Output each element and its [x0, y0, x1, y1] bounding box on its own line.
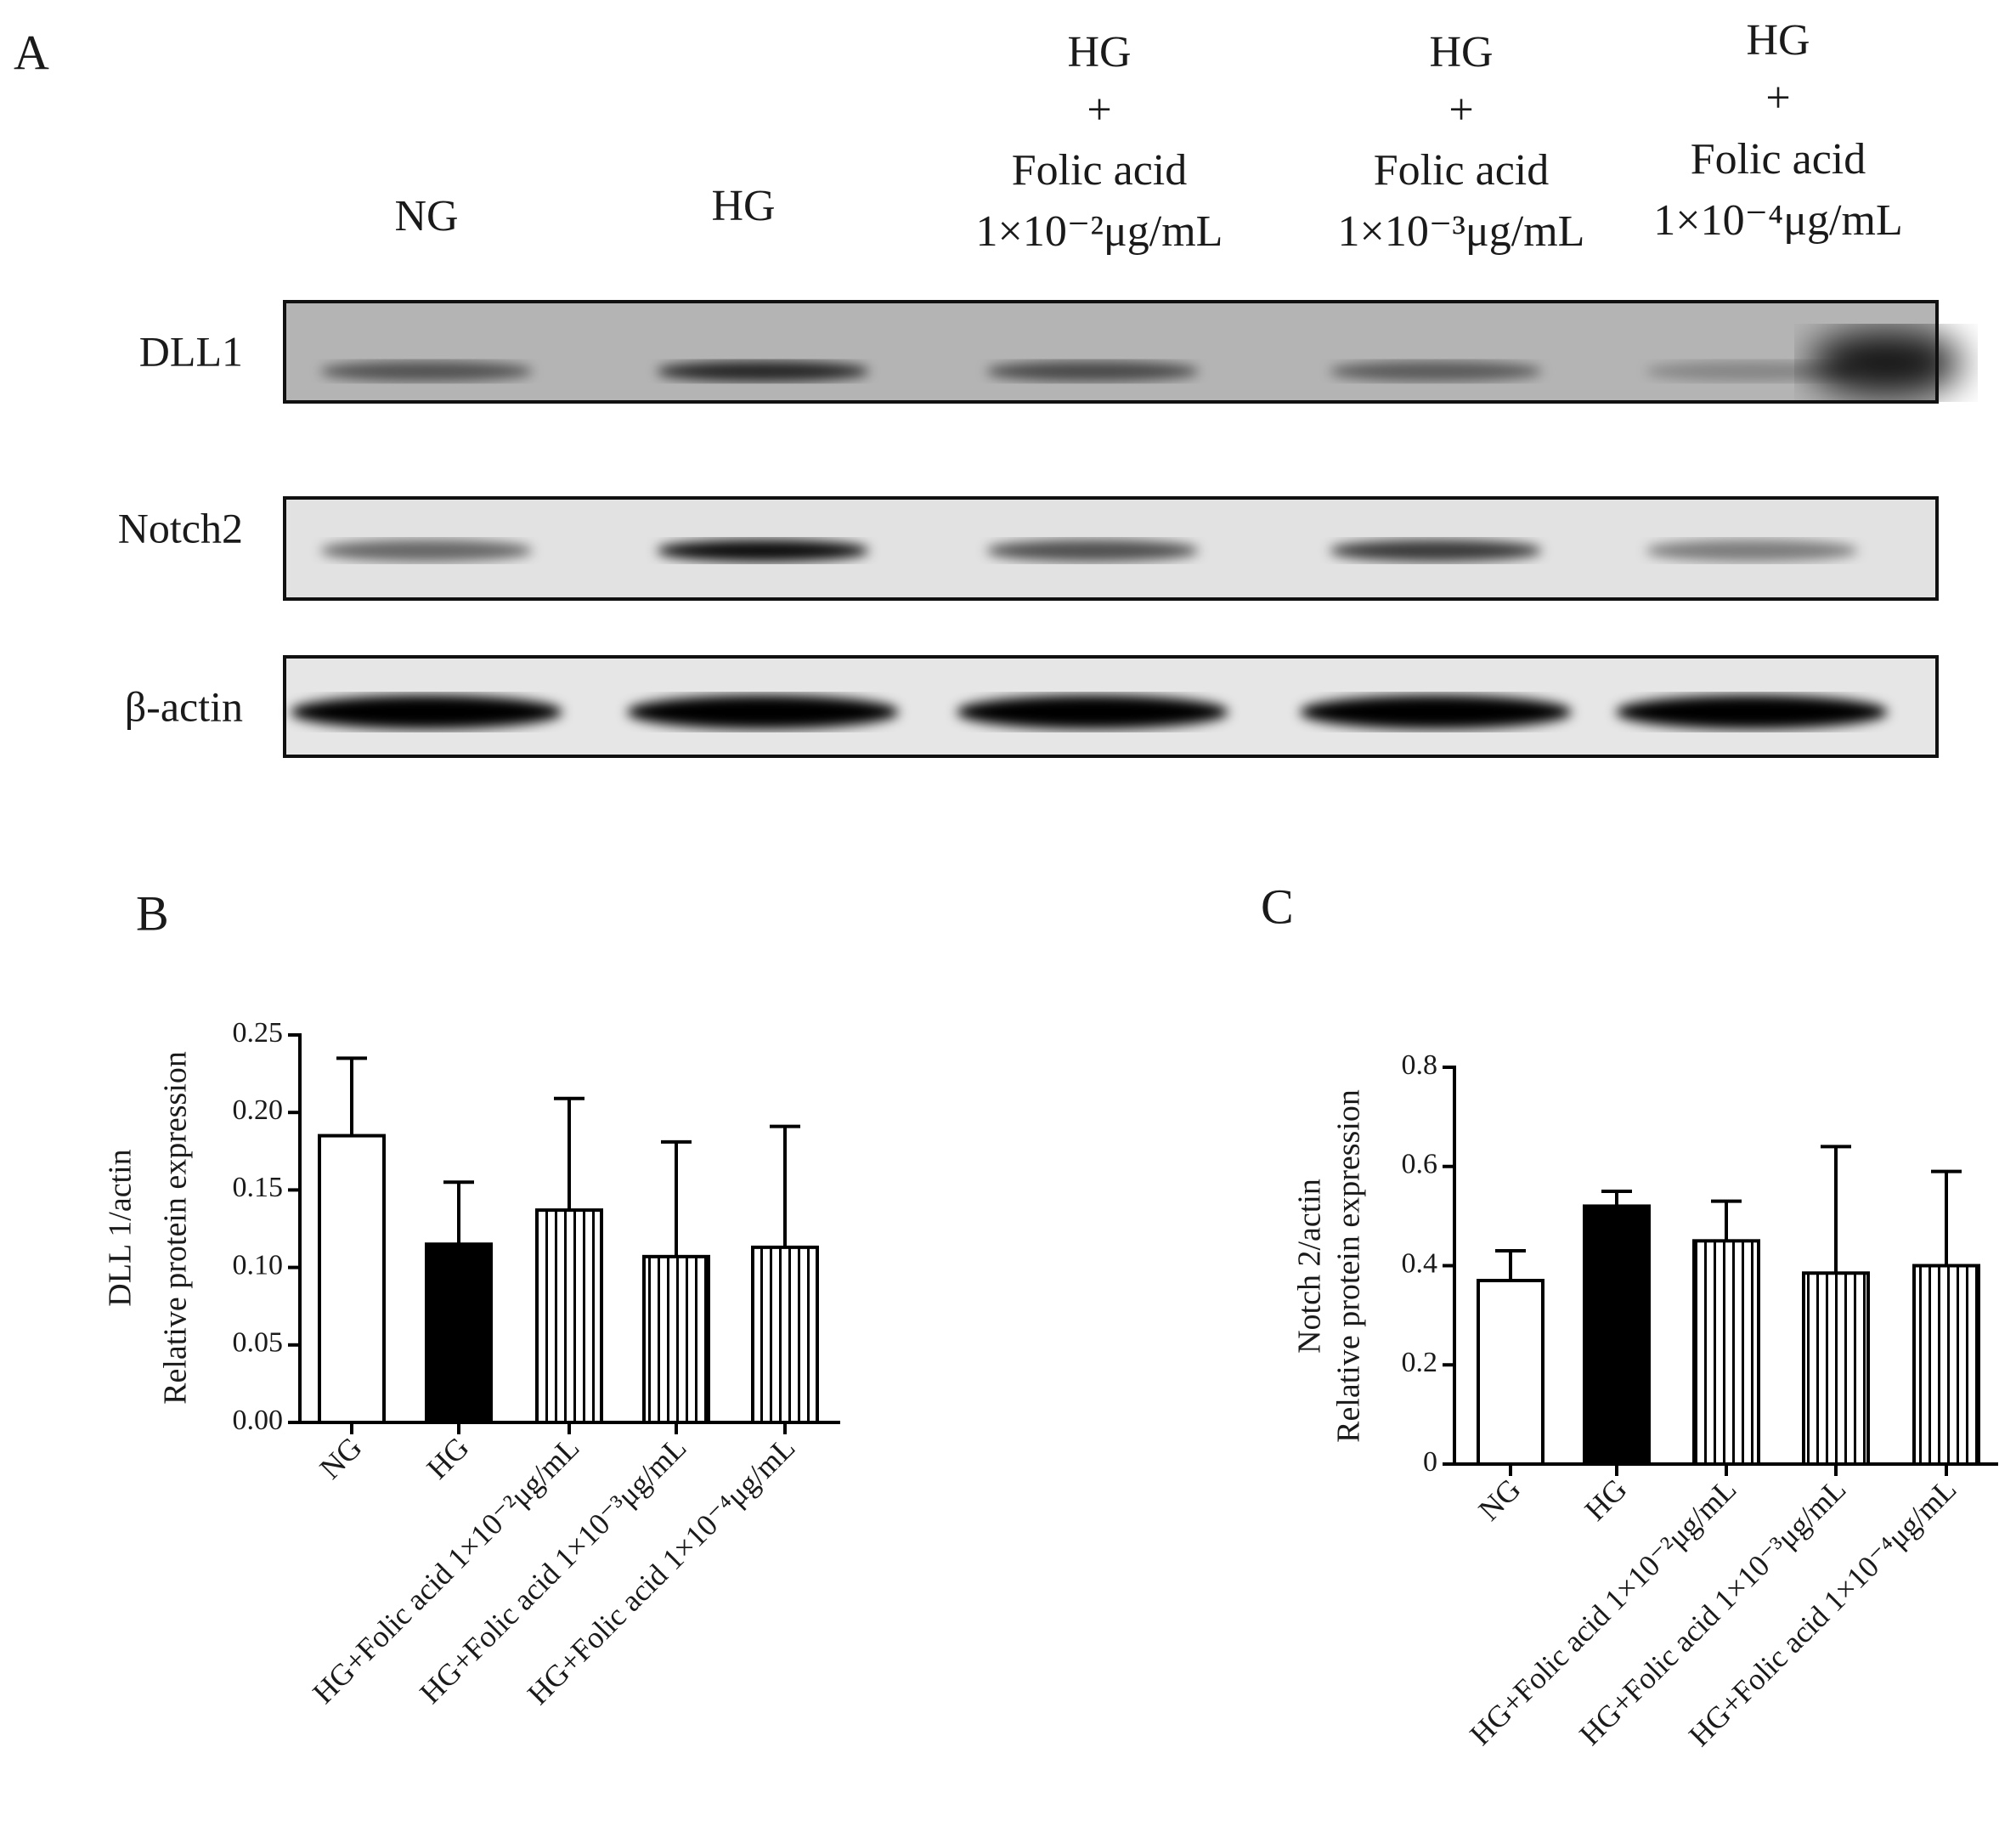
y-tick-label: 0.00	[233, 1405, 284, 1436]
bar	[1692, 1239, 1760, 1466]
y-tick-label: 0.8	[1402, 1049, 1438, 1081]
x-tick-label: HG	[1578, 1472, 1633, 1527]
blot-bands	[320, 540, 1858, 562]
y-axis-label: Relative protein expression	[158, 1051, 194, 1405]
lane-label: HG	[1429, 28, 1493, 76]
y-tick-label: 0.6	[1402, 1149, 1438, 1180]
band	[1646, 361, 1858, 382]
y-axis-label: DLL 1/actin	[103, 1149, 138, 1306]
band	[320, 361, 533, 382]
row-label: DLL1	[139, 327, 243, 375]
x-tick-label: NG	[1471, 1472, 1527, 1527]
lane-label: HG	[1067, 28, 1131, 76]
row-label: Notch2	[118, 504, 243, 551]
lane-label: +	[1765, 74, 1790, 122]
band	[291, 695, 562, 729]
y-tick-label: 0.15	[233, 1172, 284, 1203]
band	[1616, 695, 1888, 729]
lane-label: +	[1087, 86, 1111, 134]
blot-frame	[283, 655, 1939, 758]
band	[657, 361, 869, 382]
bar	[751, 1245, 819, 1424]
panel-label: A	[14, 25, 49, 80]
lane-label: HG	[711, 182, 775, 230]
band	[986, 540, 1199, 562]
band	[957, 695, 1228, 729]
x-tick-label: HG	[420, 1430, 475, 1485]
bar	[642, 1254, 710, 1425]
blot-smear	[1810, 331, 1962, 395]
lane-label: 1×10⁻³μg/mL	[1338, 207, 1585, 256]
band	[1330, 361, 1542, 382]
lane-label: Folic acid	[1374, 146, 1550, 195]
y-tick-label: 0.2	[1402, 1347, 1438, 1378]
bar	[1583, 1204, 1651, 1466]
bar	[425, 1242, 493, 1424]
band	[986, 361, 1199, 382]
bar	[318, 1134, 386, 1425]
y-axis-label: Relative protein expression	[1331, 1089, 1367, 1443]
blot-frame	[283, 300, 1939, 404]
panel-label: B	[136, 885, 169, 941]
lane-label: +	[1448, 86, 1473, 134]
bar	[1912, 1264, 1980, 1466]
y-axis-label: Notch 2/actin	[1292, 1179, 1328, 1354]
band	[657, 540, 869, 562]
band	[627, 695, 899, 729]
lane-label: Folic acid	[1012, 146, 1188, 195]
band	[320, 540, 533, 562]
bar	[1802, 1271, 1870, 1466]
blot-bands	[320, 361, 1858, 382]
lane-label: 1×10⁻²μg/mL	[976, 207, 1223, 256]
bar	[535, 1208, 603, 1425]
lane-label: NG	[394, 192, 458, 240]
x-tick-label: NG	[313, 1430, 368, 1485]
lane-label: 1×10⁻⁴μg/mL	[1653, 196, 1902, 245]
lane-label: Folic acid	[1691, 135, 1866, 184]
y-tick-label: 0.25	[233, 1017, 284, 1049]
panel-label: C	[1261, 879, 1294, 934]
y-tick-label: 0.10	[233, 1249, 284, 1281]
blot-bands	[291, 695, 1888, 729]
row-label: β-actin	[125, 682, 243, 730]
y-tick-label: 0.05	[233, 1327, 284, 1359]
blot-frame	[283, 496, 1939, 601]
bar	[1477, 1279, 1544, 1466]
y-tick-label: 0	[1423, 1446, 1437, 1478]
lane-label: HG	[1746, 16, 1810, 65]
blot-background	[285, 302, 1937, 402]
band	[1300, 695, 1572, 729]
y-tick-label: 0.20	[233, 1094, 284, 1126]
y-tick-label: 0.4	[1402, 1247, 1438, 1279]
band	[1330, 540, 1542, 562]
band	[1646, 540, 1858, 562]
